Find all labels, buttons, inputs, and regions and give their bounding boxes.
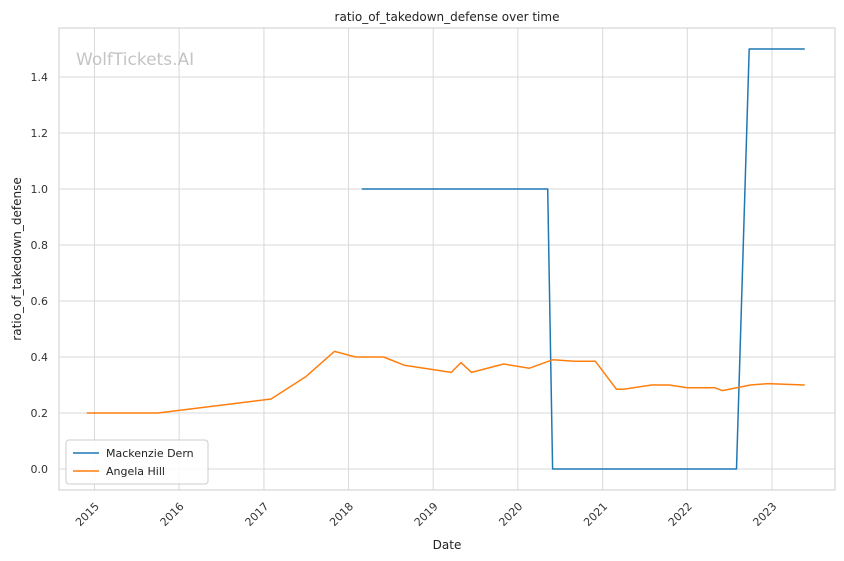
plot-border <box>58 27 836 491</box>
legend-entry-label: Mackenzie Dern <box>106 447 194 460</box>
legend: Mackenzie Dern Angela Hill <box>65 439 209 485</box>
y-tick-label: 0.0 <box>31 463 49 476</box>
x-tick-label: 2023 <box>750 500 779 529</box>
x-tick-label: 2015 <box>73 500 102 529</box>
legend-box <box>65 439 209 485</box>
y-tick-label: 1.2 <box>31 127 49 140</box>
grid-layer <box>59 28 835 490</box>
y-axis-title: ratio_of_takedown_defense <box>10 177 24 340</box>
series-layer <box>86 48 805 470</box>
x-tick-label: 2019 <box>412 500 441 529</box>
y-tick-label: 1.4 <box>31 71 49 84</box>
x-tick-label: 2022 <box>666 500 695 529</box>
y-tick-label: 0.2 <box>31 407 49 420</box>
chart-title: ratio_of_takedown_defense over time <box>335 10 560 24</box>
x-tick-label: 2016 <box>158 500 187 529</box>
x-tick-label: 2017 <box>242 500 271 529</box>
y-tick-label: 1.0 <box>31 183 49 196</box>
series-line-angela-hill <box>86 350 805 414</box>
y-tick-label: 0.4 <box>31 351 49 364</box>
x-tick-label: 2020 <box>496 500 525 529</box>
y-tick-label: 0.8 <box>31 239 49 252</box>
series-line-mackenzie-dern <box>361 48 805 470</box>
y-tick-label: 0.6 <box>31 295 49 308</box>
x-tick-label: 2018 <box>327 500 356 529</box>
watermark-text: WolfTickets.AI <box>76 50 194 70</box>
x-tick-label: 2021 <box>581 500 610 529</box>
x-axis-title: Date <box>433 538 462 552</box>
legend-entry-label: Angela Hill <box>106 465 165 478</box>
